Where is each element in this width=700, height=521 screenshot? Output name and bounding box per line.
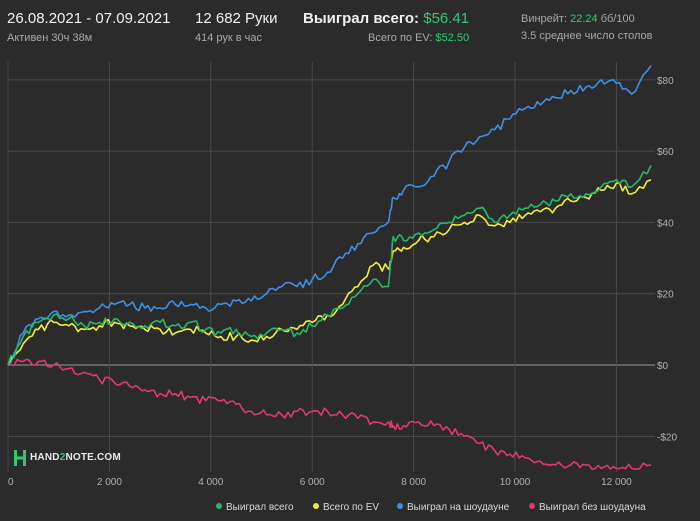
legend-ev-total[interactable]: Всего по EV <box>313 502 379 513</box>
legend-non-showdown-dot <box>529 503 535 509</box>
x-tick-label-1: 2 000 <box>97 477 122 488</box>
y-tick-label-3: $40 <box>657 218 674 229</box>
stats-header: 26.08.2021 - 07.09.2021 Активен 30ч 38м … <box>0 0 700 56</box>
session-info: 26.08.2021 - 07.09.2021 Активен 30ч 38м <box>7 10 170 44</box>
series-line-showdown <box>7 65 652 366</box>
hand2note-logo-icon <box>14 450 26 466</box>
winrate-value: 22.24 <box>570 13 598 25</box>
avg-tables: 3.5 среднее число столов <box>521 30 653 42</box>
ev-total-row: Всего по EV: $52.50 <box>303 32 469 44</box>
winrate-info: Винрейт: 22.24 бб/100 3.5 среднее число … <box>521 10 653 42</box>
hands-count: 12 682 Руки <box>195 10 278 27</box>
legend-non-showdown[interactable]: Выиграл без шоудауна <box>529 502 646 513</box>
y-tick-label-4: $60 <box>657 147 674 158</box>
y-tick-label-5: $80 <box>657 76 674 87</box>
chart-legend: Выиграл всего Всего по EV Выиграл на шоу… <box>0 500 700 518</box>
won-total-row: Выиграл всего: $56.41 <box>303 10 469 27</box>
won-total-value: $56.41 <box>423 10 470 27</box>
ev-total-value: $52.50 <box>435 32 470 44</box>
legend-ev-total-dot <box>313 503 319 509</box>
series-line-non-showdown <box>8 358 652 471</box>
active-time: Активен 30ч 38м <box>7 32 93 44</box>
legend-showdown-dot <box>397 503 403 509</box>
winnings-info: Выиграл всего: $56.41 Всего по EV: $52.5… <box>303 10 469 44</box>
won-total-label: Выиграл всего: <box>303 10 420 27</box>
hands-per-hour: 414 рук в час <box>195 32 263 44</box>
y-tick-label-0: -$20 <box>657 432 677 443</box>
date-range: 26.08.2021 - 07.09.2021 <box>7 10 171 27</box>
x-tick-label-2: 4 000 <box>198 477 223 488</box>
series-line-won-total <box>7 165 652 366</box>
winrate-unit: бб/100 <box>600 13 635 25</box>
series-lines <box>7 65 652 471</box>
series-line-ev-total <box>7 178 652 366</box>
legend-won-total[interactable]: Выиграл всего <box>216 502 294 513</box>
y-tick-label-2: $20 <box>657 290 674 301</box>
grid <box>7 62 655 472</box>
winrate-row: Винрейт: 22.24 бб/100 <box>521 13 653 25</box>
y-tick-label-1: $0 <box>657 361 669 372</box>
ev-total-label: Всего по EV: <box>368 32 433 44</box>
hand2note-logo-text: HAND2NOTE.COM <box>30 452 121 463</box>
x-tick-label-3: 6 000 <box>300 477 325 488</box>
x-tick-label-5: 10 000 <box>500 477 531 488</box>
legend-showdown[interactable]: Выиграл на шоудауне <box>397 502 509 513</box>
x-tick-label-0: 0 <box>8 477 14 488</box>
x-tick-label-6: 12 000 <box>601 477 632 488</box>
legend-won-total-dot <box>216 503 222 509</box>
hands-info: 12 682 Руки 414 рук в час <box>195 10 278 44</box>
winrate-label: Винрейт: <box>521 13 568 25</box>
x-tick-label-4: 8 000 <box>401 477 426 488</box>
axes: -$20 $0 $20 $40 $60 $80 0 2 000 4 000 6 000 8 000 1… <box>8 76 677 488</box>
